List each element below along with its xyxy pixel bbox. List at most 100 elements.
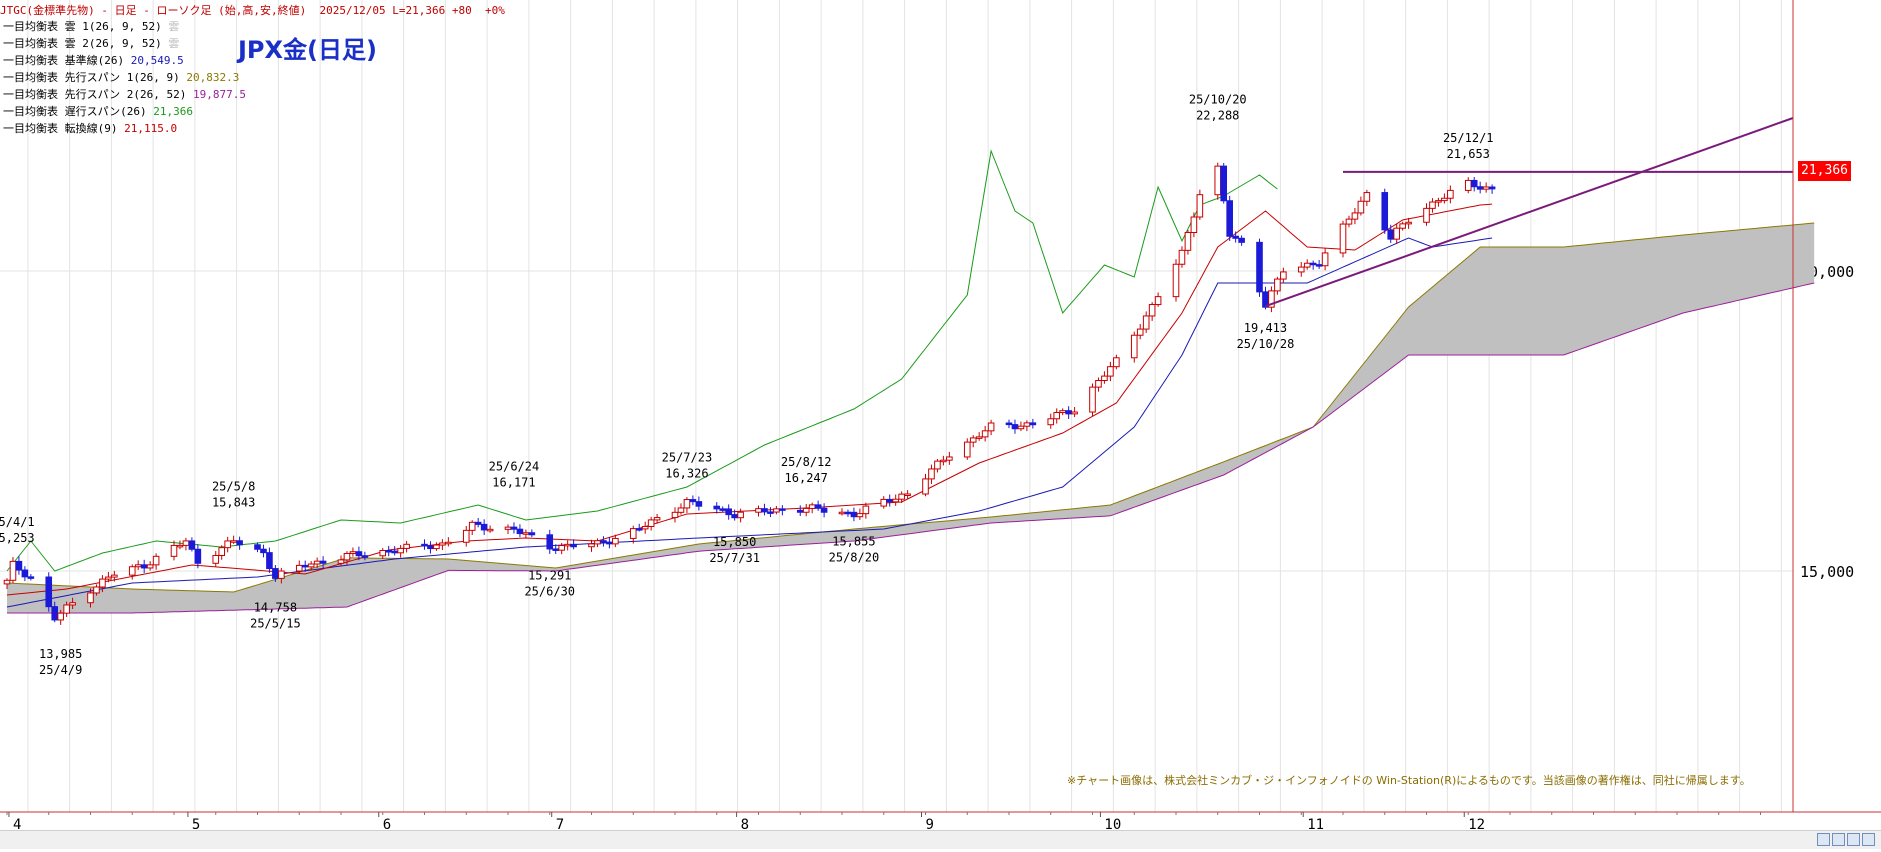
candle: [838, 511, 846, 515]
legend-value: 雲: [168, 20, 180, 33]
leading-span2-line: [7, 282, 1815, 614]
candle: [99, 578, 106, 588]
candle: [850, 511, 858, 518]
scroll-left-icon[interactable]: [1817, 833, 1830, 846]
candle: [600, 540, 607, 543]
candle: [755, 508, 762, 513]
candle: [546, 534, 554, 550]
candle: [218, 547, 226, 556]
candle: [671, 511, 679, 519]
candle: [1423, 207, 1430, 223]
candle: [1315, 264, 1323, 267]
candle: [796, 509, 804, 513]
annotation-value: 16,171: [492, 476, 535, 490]
candle: [635, 528, 643, 531]
month-label: 9: [926, 817, 934, 833]
candle: [468, 521, 476, 531]
candle: [93, 586, 100, 594]
candle: [1154, 296, 1162, 306]
candle: [1226, 200, 1233, 237]
candle: [355, 551, 363, 557]
candle: [934, 460, 941, 470]
legend-value: 19,877.5: [193, 88, 247, 101]
candle: [1345, 218, 1353, 225]
candle: [1005, 422, 1013, 426]
candle: [1190, 216, 1198, 234]
candle: [45, 576, 53, 608]
month-label: 7: [556, 817, 564, 833]
candle: [1464, 179, 1472, 191]
legend-value: 20,832.3: [186, 71, 240, 84]
candle: [767, 511, 774, 514]
candle: [695, 501, 703, 507]
candle: [1089, 386, 1096, 413]
candle: [1405, 221, 1412, 225]
candle: [182, 540, 190, 546]
month-label: 10: [1104, 817, 1121, 833]
candle: [1232, 235, 1239, 239]
candle: [940, 459, 947, 463]
candle: [1256, 241, 1263, 293]
candle: [904, 493, 911, 496]
candle: [134, 564, 142, 568]
annotation-date: 25/5/15: [250, 617, 301, 631]
candle: [194, 548, 202, 564]
candle: [564, 543, 571, 547]
candle: [1029, 422, 1037, 426]
candle: [522, 532, 530, 535]
candle: [1196, 194, 1204, 218]
legend-label: 一目均衡表 雲 1(26, 9, 52): [3, 20, 162, 33]
legend-label: 一目均衡表 転換線(9): [3, 122, 118, 135]
candle: [1393, 227, 1400, 240]
annotation-date: 25/8/20: [829, 551, 880, 565]
candle: [1303, 262, 1311, 268]
candle: [105, 576, 112, 580]
annotation-value: 19,413: [1244, 321, 1287, 335]
candle: [987, 422, 995, 432]
candle: [1172, 263, 1180, 298]
base-line-kijun: [6, 237, 1493, 608]
candle: [653, 517, 661, 521]
candle: [1011, 424, 1019, 430]
candle: [880, 498, 888, 507]
candle: [260, 548, 267, 554]
candle: [1184, 232, 1192, 251]
candle: [1142, 315, 1150, 330]
zoom-out-icon[interactable]: [1862, 833, 1875, 846]
candle: [641, 525, 649, 530]
candle: [647, 519, 655, 527]
scroll-right-icon[interactable]: [1832, 833, 1845, 846]
candle: [337, 559, 345, 564]
zoom-in-icon[interactable]: [1847, 833, 1860, 846]
candle: [737, 511, 744, 519]
legend-value: 雲: [168, 37, 180, 50]
candle: [946, 456, 953, 461]
candle: [1136, 328, 1144, 336]
candle: [128, 566, 136, 576]
candle: [516, 528, 524, 535]
trend-line: [1265, 117, 1794, 308]
annotation-value: 15,850: [713, 535, 756, 549]
candle: [606, 541, 613, 545]
chart-header: JTGC(金標準先物) - 日足 - ローソク足 (始,高,安,終値) 2025…: [0, 4, 505, 17]
candle: [1357, 200, 1365, 214]
candle: [862, 505, 870, 515]
legend-row-span2: 一目均衡表 先行スパン 2(26, 52) 19,877.5: [3, 86, 246, 103]
candle: [719, 508, 727, 511]
candle: [1488, 186, 1496, 190]
annotation-date: 25/7/31: [709, 551, 760, 565]
annotation-value: 21,653: [1447, 147, 1490, 161]
candle: [140, 564, 148, 569]
candle: [278, 570, 285, 579]
candle: [1351, 212, 1359, 220]
candle: [1065, 410, 1072, 415]
last-price-badge: 21,366: [1798, 161, 1851, 181]
candle: [313, 560, 321, 565]
month-label: 4: [13, 817, 21, 833]
candle: [1268, 290, 1275, 308]
legend-value: 21,115.0: [124, 122, 178, 135]
candle: [1220, 165, 1228, 202]
candle: [266, 552, 273, 570]
